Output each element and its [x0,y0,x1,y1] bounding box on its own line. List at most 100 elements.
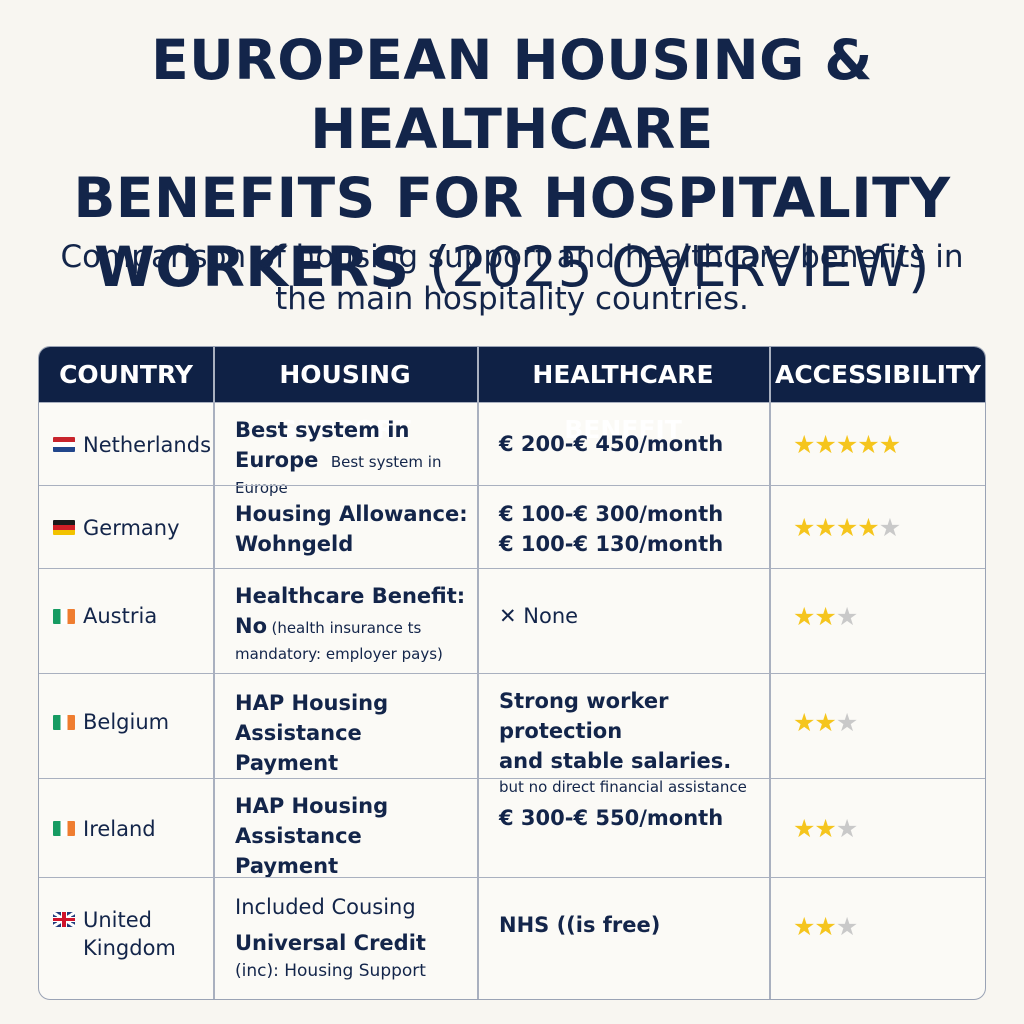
column-divider [477,347,479,999]
header-healthcare-benefit: HEALTHCARE BENEFIT [532,360,714,444]
healthcare-benefit-cell: Strong worker protection and stable sala… [477,686,777,798]
star-filled-icon: ★ [814,513,837,542]
column-divider [213,347,215,999]
table-row: Germany Housing Allowance: Wohngeld € 10… [39,485,985,569]
page-subtitle: Comparison of housing support and health… [40,236,984,320]
housing-text: Assistance Payment [235,721,362,775]
table-row: Belgium HAP Housing Assistance Payment S… [39,673,985,796]
country-name: United [83,908,152,932]
subtitle-line-1: Comparison of housing support and health… [60,239,964,275]
country-cell: Belgium [39,674,213,770]
healthcare-benefit-cell: € 200-€ 450/month [477,429,769,459]
country-cell: Netherlands [39,403,213,486]
title-line-1: EUROPEAN HOUSING & HEALTHCARE [151,28,873,161]
star-filled-icon: ★ [793,430,816,459]
housing-support-cell: Healthcare Benefit: No (health insurance… [213,581,477,667]
star-filled-icon: ★ [793,707,816,737]
country-name: Ireland [83,816,156,841]
table-row: United Kingdom Included Cousing Universa… [39,877,985,999]
accessibility-rating: ★ ★ ★ [769,878,985,974]
country-name: Austria [83,604,158,628]
housing-text: Europe [235,448,319,472]
housing-support-cell: Included Cousing Universal Credit (inc):… [213,892,477,984]
star-empty-icon: ★ [835,601,859,631]
housing-text: HAP Housing [235,691,389,715]
table-row: Ireland HAP Housing Assistance Payment €… [39,778,985,878]
uk-flag-icon [53,912,75,927]
housing-text: Best system in [235,418,410,442]
housing-text: No [235,614,268,638]
country-name: Germany [83,515,180,540]
housing-note: (health insurance ts [271,619,422,637]
netherlands-flag-icon [53,437,75,452]
accessibility-rating: ★ ★ ★ ★ ★ [769,403,985,486]
column-divider [769,347,771,999]
country-name: Belgium [83,710,170,734]
star-filled-icon: ★ [814,707,837,737]
star-empty-icon: ★ [835,707,859,737]
housing-note: mandatory: employer pays) [235,645,443,663]
country-cell: Germany [39,486,213,569]
healthcare-text: € 100-€ 130/month [499,532,724,556]
housing-text: Wohngeld [235,532,354,556]
star-empty-icon: ★ [835,814,859,843]
accessibility-rating: ★ ★ ★ [769,569,985,663]
housing-support-cell: Housing Allowance: Wohngeld [213,499,477,559]
star-filled-icon: ★ [857,513,880,542]
star-filled-icon: ★ [814,601,837,631]
accessibility-rating: ★ ★ ★ [769,674,985,770]
page-title: EUROPEAN HOUSING & HEALTHCARE BENEFITS F… [0,26,1024,302]
star-filled-icon: ★ [835,513,859,542]
country-cell: United Kingdom [39,878,213,999]
healthcare-text: € 300-€ 550/month [499,806,724,830]
header-accessibility: ACCESSIBILITY [774,360,982,389]
healthcare-benefit-cell: ✕ None [477,601,769,631]
table-header-row: COUNTRY HOUSING SUPPORT HEALTHCARE BENEF… [39,347,985,444]
header-housing-support: HOUSING SUPPORT [279,360,411,444]
healthcare-text: and stable salaries. [499,749,732,773]
healthcare-text: Strong worker protection [499,689,669,743]
table-row: Austria Healthcare Benefit: No (health i… [39,568,985,673]
germany-flag-icon [53,520,75,535]
healthcare-text: ✕ None [499,604,579,628]
country-name: Kingdom [83,936,176,960]
housing-text: Assistance Payment [235,824,362,878]
ireland-flag-icon [53,821,75,836]
star-filled-icon: ★ [857,430,880,459]
star-empty-icon: ★ [878,513,902,542]
housing-text: HAP Housing [235,794,389,818]
healthcare-text: € 100-€ 300/month [499,502,724,526]
housing-support-cell: HAP Housing Assistance Payment [213,688,477,778]
housing-text: Housing Allowance: [235,502,468,526]
star-filled-icon: ★ [814,814,837,843]
healthcare-benefit-cell: € 300-€ 550/month [477,803,769,833]
belgium-flag-icon [53,714,75,730]
star-filled-icon: ★ [835,430,859,459]
title-line-2: BENEFITS FOR HOSPITALITY [73,166,951,230]
healthcare-text: € 200-€ 450/month [499,432,724,456]
title-line-3-parenthetical: (2025 OVERVIEW) [429,235,930,299]
star-filled-icon: ★ [793,513,816,542]
housing-support-cell: HAP Housing Assistance Payment [213,791,477,881]
benefits-table: COUNTRY HOUSING SUPPORT HEALTHCARE BENEF… [38,346,986,1000]
housing-support-cell: Best system in Europe Best system in Eur… [213,415,477,501]
country-name: Netherlands [83,432,212,457]
star-filled-icon: ★ [878,430,902,459]
housing-text: Healthcare Benefit: [235,584,466,608]
star-filled-icon: ★ [814,430,837,459]
accessibility-rating: ★ ★ ★ ★ ★ [769,486,985,569]
housing-text: Included Cousing [235,895,416,919]
accessibility-rating: ★ ★ ★ [769,779,985,878]
table-row: Netherlands Best system in Europe Best s… [39,402,985,497]
housing-note: (inc): Housing Support [235,961,426,981]
star-filled-icon: ★ [793,601,816,631]
star-filled-icon: ★ [814,911,837,941]
healthcare-note: but no direct financial assistance [499,778,747,796]
star-filled-icon: ★ [793,814,816,843]
housing-text: Universal Credit [235,931,426,955]
title-line-3: WORKERS [94,235,410,299]
healthcare-benefit-cell: NHS ((is free) [477,910,769,940]
star-filled-icon: ★ [793,911,816,941]
healthcare-benefit-cell: € 100-€ 300/month € 100-€ 130/month [477,499,769,559]
healthcare-text: NHS ((is free) [499,913,661,937]
